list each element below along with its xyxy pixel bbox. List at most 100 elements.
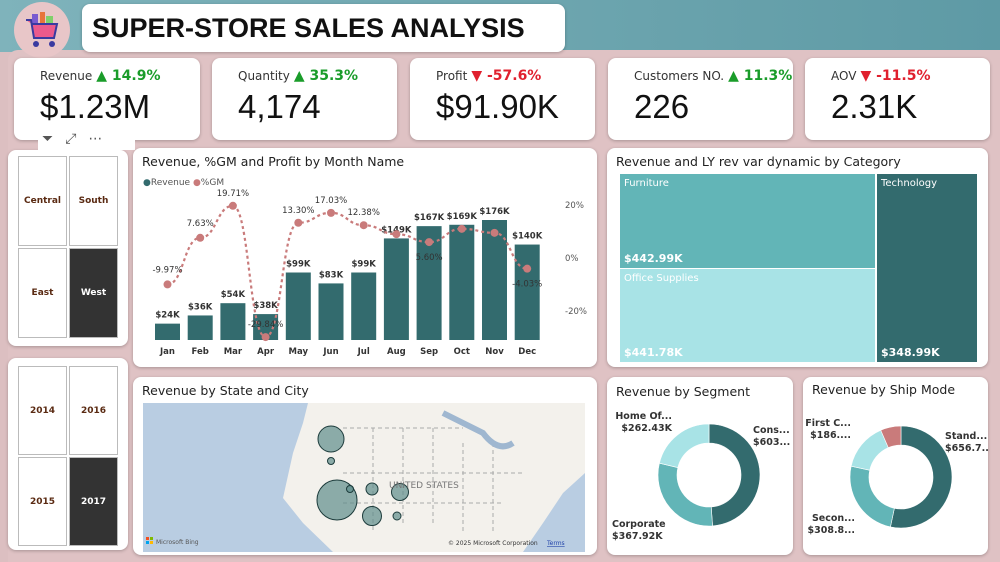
chart-title: Revenue by Segment (616, 384, 750, 399)
shipmode-donut: Stand...$656.7... Secon...$308.8... First … (805, 418, 988, 536)
bar-label: $167K (414, 213, 445, 223)
legend: ●Revenue ●%GM (143, 178, 224, 188)
gm-point-mar[interactable] (228, 201, 237, 210)
gm-point-apr[interactable] (261, 333, 270, 342)
map-bubble (391, 483, 409, 501)
gm-point-jan[interactable] (163, 280, 172, 289)
gm-point-dec[interactable] (523, 264, 532, 273)
month-chart: $24K Jan $36K Feb $54K Mar $38K Apr $99K May $83K J… (152, 189, 587, 357)
bar-feb[interactable] (187, 315, 213, 340)
label: Technology (881, 178, 938, 189)
bar-aug[interactable] (383, 238, 409, 340)
gm-point-may[interactable] (294, 218, 303, 227)
kpi-card-aov: AOV ▼ -11.5% 2.31K (805, 58, 990, 140)
donut-slice[interactable] (880, 425, 902, 449)
kpi-value: 4,174 (238, 88, 321, 125)
bar-nov[interactable] (482, 220, 507, 340)
month-chart-card: Revenue, %GM and Profit by Month Name ●R… (133, 148, 597, 367)
gm-label: -4.03% (512, 280, 542, 290)
slicer-item-central[interactable]: Central (18, 156, 67, 246)
segment-donut-card: Revenue by Segment Cons... $603... Corpora… (607, 377, 793, 555)
x-tick-label: Oct (454, 347, 470, 357)
x-tick-label: Nov (485, 347, 504, 357)
bar-label: $24K (155, 311, 180, 321)
chart-title: Revenue by State and City (142, 383, 309, 398)
bar-label: $99K (286, 260, 311, 270)
segment-donut: Cons...$603... Corporate$367.92K Home Of..… (612, 411, 790, 542)
kpi-change: ▼ -57.6% (471, 68, 542, 84)
label: Furniture (624, 178, 669, 189)
more-options-icon[interactable]: ⋯ (88, 131, 103, 147)
shopping-cart-logo-icon (14, 2, 70, 58)
donut-slice[interactable] (849, 465, 895, 528)
slice-value: $603... (753, 437, 790, 448)
slicer-item-east[interactable]: East (18, 248, 67, 338)
focus-mode-icon[interactable]: ⤢ (65, 131, 77, 147)
donut-slice[interactable] (890, 425, 953, 529)
slicer-item-2017[interactable]: 2017 (69, 457, 118, 546)
filter-icon[interactable]: ⏷ (42, 131, 54, 147)
kpi-value: 226 (634, 88, 690, 125)
map[interactable]: UNITED STATES Microsoft Bing © 2025 Micr… (143, 403, 585, 552)
bing-attribution: Microsoft Bing (156, 539, 199, 546)
slicer-item-2016[interactable]: 2016 (69, 366, 118, 455)
x-tick-label: May (289, 347, 309, 357)
y2-tick-label: 0% (565, 254, 579, 264)
gm-label: 13.30% (282, 206, 314, 216)
kpi-value: 2.31K (831, 88, 918, 125)
bar-mar[interactable] (220, 303, 246, 340)
slice-label: Home Of... (615, 411, 672, 422)
treemap-technology[interactable]: Technology $348.99K (877, 174, 977, 362)
gm-point-jun[interactable] (327, 208, 335, 217)
label: Office Supplies (624, 273, 699, 284)
bar-label: $140K (512, 232, 543, 242)
gm-point-feb[interactable] (196, 233, 205, 242)
donut-slice[interactable] (708, 423, 761, 527)
bar-label: $99K (352, 260, 377, 270)
slicer-item-2014[interactable]: 2014 (18, 366, 67, 455)
y2-tick-label: -20% (565, 307, 587, 317)
treemap-office-supplies[interactable]: Office Supplies $441.78K (620, 269, 875, 362)
donut-slice[interactable] (657, 462, 713, 527)
kpi-change: ▼ -11.5% (860, 68, 931, 84)
donut-slice[interactable] (659, 423, 710, 468)
kpi-label: AOV (831, 69, 857, 83)
terms-link[interactable]: Terms (546, 540, 565, 547)
bar-label: $176K (479, 207, 510, 217)
y2-tick-label: 20% (565, 201, 584, 211)
slice-value: $308.8... (808, 525, 856, 536)
region-slicer: Central South East West (8, 150, 128, 346)
kpi-value: $1.23M (40, 88, 151, 125)
gm-label: 12.38% (347, 208, 379, 218)
gm-point-nov[interactable] (490, 228, 499, 237)
slice-value: $367.92K (612, 531, 663, 542)
kpi-card-profit: Profit ▼ -57.6% $91.90K (410, 58, 595, 140)
value: $441.78K (624, 346, 683, 359)
kpi-card-revenue: Revenue ▲ 14.9% $1.23M (14, 58, 200, 140)
gm-point-sep[interactable] (425, 238, 434, 247)
treemap-furniture[interactable]: Furniture $442.99K (620, 174, 875, 268)
slicer-item-west[interactable]: West (69, 248, 118, 338)
bar-jun[interactable] (318, 283, 344, 340)
bar-jan[interactable] (155, 323, 180, 340)
x-tick-label: Jul (357, 347, 370, 357)
bar-jul[interactable] (351, 272, 377, 341)
x-tick-label: Aug (387, 347, 406, 357)
year-slicer: 2014 2016 2015 2017 (8, 358, 128, 550)
bar-may[interactable] (285, 272, 311, 341)
gm-point-jul[interactable] (359, 221, 368, 230)
slicer-item-south[interactable]: South (69, 156, 118, 246)
gm-point-aug[interactable] (392, 230, 401, 239)
chart-title: Revenue and LY rev var dynamic by Catego… (616, 154, 901, 169)
map-bubble (392, 511, 402, 521)
map-bubble (317, 425, 345, 453)
kpi-card-quantity: Quantity ▲ 35.3% 4,174 (212, 58, 397, 140)
bar-dec[interactable] (514, 244, 540, 340)
donut-slice[interactable] (850, 429, 889, 471)
bar-oct[interactable] (449, 224, 475, 340)
page-title: SUPER-STORE SALES ANALYSIS (82, 4, 565, 52)
slice-label: First C... (805, 418, 851, 429)
slicer-item-2015[interactable]: 2015 (18, 457, 67, 546)
kpi-label: Profit (436, 69, 468, 83)
gm-point-oct[interactable] (457, 224, 466, 233)
